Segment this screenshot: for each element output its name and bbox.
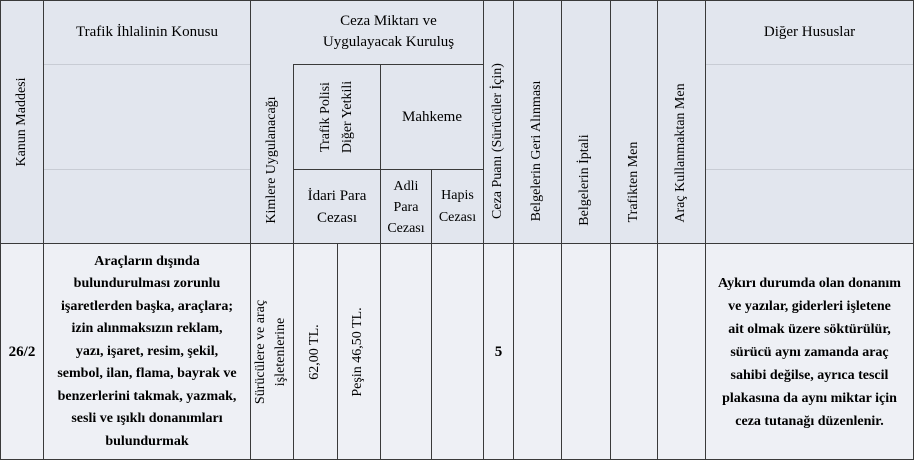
header-hapis: Hapis Cezası (432, 172, 483, 242)
header-idari-para: İdari Para Cezası (294, 172, 380, 242)
row-konu-line: sesli ve ışıklı donanımları (71, 411, 223, 427)
row-diger-line: ceza tutanağı düzenlenir. (735, 413, 884, 429)
row-diger: Aykırı durumda olan donanım ve yazılar, … (706, 270, 913, 434)
row-diger-line: sahibi değilse, ayrıca tescil (730, 367, 889, 383)
header-trafik-polisi-line1: Trafik Polisi (318, 82, 333, 152)
header-adli-para-line2: Para (393, 199, 419, 215)
row-madde: 26/2 (1, 340, 43, 364)
header-idari-para-line1: İdari Para (307, 188, 367, 204)
row-konu-line: bulundurmak (105, 433, 189, 449)
row-madde-text: 26/2 (8, 343, 36, 360)
row-kimlere: Sürücülere ve araç işletenlerine (251, 282, 293, 422)
row-diger-line: Aykırı durumda olan donanım (718, 275, 901, 291)
header-kanun-maddesi: Kanun Maddesi (14, 77, 29, 167)
header-belge-iptal: Belgelerin İptali (577, 134, 592, 226)
header-diger-hususlar: Diğer Hususlar (706, 20, 913, 44)
row-ceza-puani: 5 (484, 340, 513, 364)
header-trafik-polisi: Trafik Polisi Diğer Yetkili (315, 67, 359, 167)
row-konu-line: sembol, ilan, flama, bayrak ve (57, 366, 237, 382)
header-ceza-miktari: Ceza Miktarı ve Uygulayacak Kuruluş (294, 8, 483, 56)
header-ceza-miktari-line1: Ceza Miktarı ve (340, 13, 437, 29)
header-ihlal-konusu-text: Trafik İhlalinin Konusu (76, 23, 218, 40)
header-kimlere: Kimlere Uygulanacağı (264, 96, 279, 224)
row-konu-line: işaretlerden başka, araçlara; (61, 298, 233, 314)
header-ceza-puani: Ceza Puanı (Sürücüler İçin) (490, 63, 505, 219)
row-diger-line: ait olmak üzere söktürülür, (728, 321, 891, 337)
header-adli-para-line1: Adli (393, 178, 419, 194)
header-adli-para-line3: Cezası (387, 220, 425, 236)
row-konu-line: Araçların dışında (94, 253, 200, 269)
header-diger-hususlar-text: Diğer Hususlar (763, 23, 856, 40)
row-konu-line: benzerlerini takmak, yazmak, (57, 388, 237, 404)
header-arac-kullanma-men: Araç Kullanmaktan Men (673, 83, 688, 223)
header-trafikten-men: Trafikten Men (626, 141, 641, 223)
header-mahkeme: Mahkeme (381, 65, 483, 169)
header-adli-para: Adli Para Cezası (381, 172, 431, 242)
row-konu-line: bulundurulması zorunlu (73, 276, 221, 292)
row-diger-line: sürücü aynı zamanda araç (730, 344, 889, 360)
row-kimlere-line2: işletenlerine (273, 317, 288, 387)
header-belge-geri: Belgelerin Geri Alınması (529, 80, 544, 222)
header-ceza-miktari-line2: Uygulayacak Kuruluş (322, 34, 455, 50)
row-pesin-tutari: Peşin 46,50 TL. (350, 307, 365, 397)
row-konu-line: izin alınmaksızın reklam, (71, 321, 223, 337)
header-hapis-line2: Cezası (438, 210, 477, 225)
row-konu-line: yazı, işaret, resim, şekil, (75, 343, 219, 359)
header-idari-para-line2: Cezası (317, 210, 357, 226)
row-ceza-tutari: 62,00 TL. (307, 324, 322, 380)
row-konu: Araçların dışında bulundurulması zorunlu… (44, 250, 250, 454)
header-mahkeme-text: Mahkeme (402, 108, 462, 125)
header-hapis-line1: Hapis (441, 188, 474, 203)
header-ihlal-konusu: Trafik İhlalinin Konusu (44, 20, 250, 44)
body-background (1, 244, 913, 459)
header-background (1, 1, 913, 243)
row-diger-line: plakasına da aynı miktar için (722, 390, 897, 406)
row-kimlere-line1: Sürücülere ve araç (253, 299, 268, 405)
row-ceza-puani-text: 5 (494, 343, 503, 360)
header-trafik-polisi-line2: Diğer Yetkili (340, 80, 355, 154)
row-diger-line: ve yazılar, giderleri işletene (728, 298, 891, 314)
